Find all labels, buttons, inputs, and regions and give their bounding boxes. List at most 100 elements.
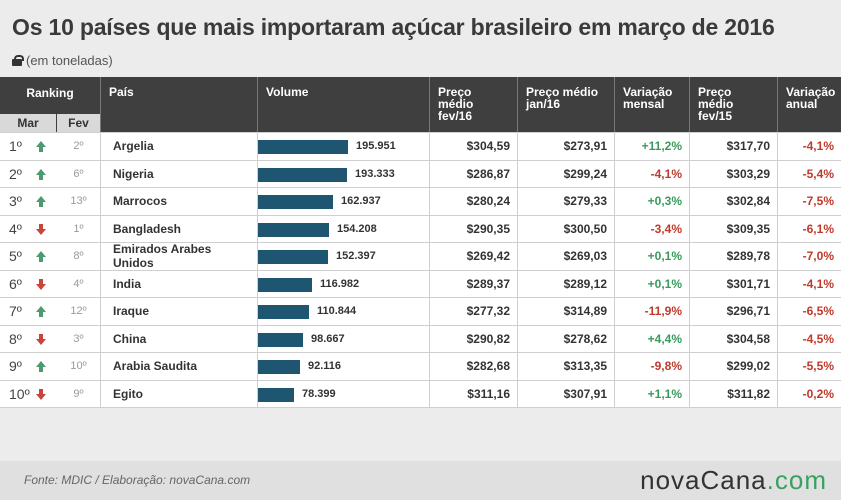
price-fev15: $317,70 [689,133,777,160]
header-preco-fev16: Preço médio fev/16 [429,77,517,132]
price-jan16: $314,89 [517,298,614,325]
volume-bar [258,250,328,264]
weight-icon [12,55,24,66]
price-fev15: $303,29 [689,160,777,187]
header-fev: Fev [57,114,100,132]
monthly-variation: +0,3% [614,188,689,215]
rank-mar: 6º [9,275,22,292]
rank-fev: 12º [70,305,87,318]
country-name: Emirados Arabes Unidos [100,242,257,270]
price-fev15: $304,58 [689,325,777,352]
country-name: Egito [100,380,257,407]
annual-variation: -6,5% [777,298,841,325]
annual-variation: -5,4% [777,160,841,187]
rank-fev: 3º [73,332,84,345]
table-row: 8º 3º China 98.667 $290,82 $278,62 +4,4% $304,5… [0,324,841,352]
arrow-up-icon [36,196,46,207]
volume-label: 78.399 [302,387,336,400]
volume-label: 98.667 [311,332,345,345]
source-note: Fonte: MDIC / Elaboração: novaCana.com [24,473,251,487]
volume-cell [257,160,429,187]
rank-mar: 7º [9,303,22,320]
volume-cell [257,380,429,407]
annual-variation: -4,1% [777,270,841,297]
volume-label: 92.116 [308,360,342,373]
country-name: Nigeria [100,160,257,187]
header-pais: País [100,77,257,132]
monthly-variation: +0,1% [614,270,689,297]
table-row: 10º 9º Egito 78.399 $311,16 $307,91 +1,1% $311,… [0,379,841,407]
brand-logo: novaCana.com [640,465,827,496]
monthly-variation: -4,1% [614,160,689,187]
table-row: 9º 10º Arabia Saudita 92.116 $282,68 $313,35-… [0,352,841,380]
header-var-mensal: Variação mensal [614,77,689,132]
arrow-up-icon [36,168,46,180]
volume-bar [258,387,294,402]
arrow-up-icon [36,306,46,317]
annual-variation: -7,5% [777,188,841,215]
monthly-variation: -9,8% [614,353,689,380]
rank-mar: 3º [9,193,22,210]
annual-variation: -4,1% [777,133,841,160]
price-jan16: $300,50 [517,215,614,242]
price-fev15: $296,71 [689,298,777,325]
volume-bar [258,332,303,347]
header-ranking: Ranking [26,86,74,100]
arrow-up-icon [36,141,46,152]
rank-fev: 9º [73,387,84,400]
price-jan16: $313,35 [517,353,614,380]
subtitle-text: (em toneladas) [26,53,113,68]
annual-variation: -7,0% [777,243,841,270]
arrow-up-icon [36,251,46,262]
volume-bar [258,167,347,182]
volume-cell [257,188,429,215]
monthly-variation: +0,1% [614,243,689,270]
price-fev15: $301,71 [689,270,777,297]
ranking-table: Ranking Mar Fev País Volume Preço médio … [0,77,841,408]
rank-fev: 10º [70,360,87,373]
rank-mar: 2º [9,165,22,182]
arrow-up-icon [36,361,46,372]
volume-bar [258,305,309,319]
volume-cell [257,243,429,270]
table-row: 7º 12º Iraque 110.844 $277,32 $314,89 -11,9% $2… [0,297,841,325]
table-row: 2º 6º Nigeria 193.333 $286,87 $299,24 -4,1% $30… [0,159,841,187]
rank-fev: 6º [73,167,84,180]
volume-bar [258,360,300,374]
volume-bar [258,195,333,209]
rank-mar: 8º [9,330,22,347]
price-fev16: $277,32 [429,298,517,325]
country-name: India [100,270,257,297]
rank-mar: 10º [9,385,30,402]
monthly-variation: -11,9% [614,298,689,325]
price-jan16: $278,62 [517,325,614,352]
price-fev15: $311,82 [689,380,777,407]
arrow-down-icon [36,388,46,400]
chart-subtitle: (em toneladas) [12,53,113,68]
country-name: China [100,325,257,352]
country-name: Iraque [100,298,257,325]
rank-mar: 4º [9,220,22,237]
country-name: Arabia Saudita [100,353,257,380]
volume-label: 110.844 [317,305,357,318]
annual-variation: -0,2% [777,380,841,407]
arrow-down-icon [36,278,46,290]
volume-label: 152.397 [336,250,376,263]
table-bottom-border [0,407,841,408]
monthly-variation: +11,2% [614,133,689,160]
monthly-variation: +4,4% [614,325,689,352]
price-fev15: $289,78 [689,243,777,270]
volume-label: 162.937 [341,195,381,208]
header-preco-fev15: Preço médio fev/15 [689,77,777,132]
volume-label: 154.208 [337,222,377,235]
price-fev16: $311,16 [429,380,517,407]
logo-accent: .com [766,465,827,495]
price-fev16: $290,35 [429,215,517,242]
price-fev16: $286,87 [429,160,517,187]
volume-bar [258,277,312,292]
price-fev15: $309,35 [689,215,777,242]
country-name: Argelia [100,133,257,160]
price-fev16: $304,59 [429,133,517,160]
rank-fev: 4º [73,277,84,290]
rank-fev: 8º [73,250,84,263]
